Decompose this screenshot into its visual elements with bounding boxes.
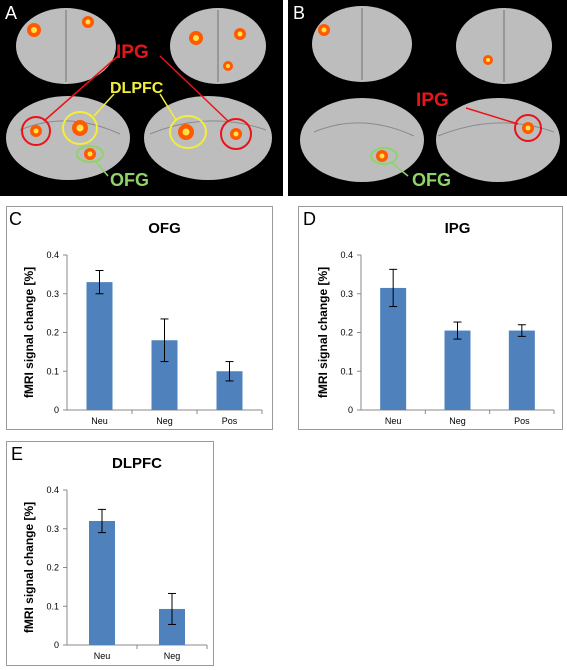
chart-c-svg: OFG fMRI signal change [%] 0 0.1 0.2 0.3 0.4 Ne… (22, 220, 263, 426)
x-tick-label: Neu (385, 416, 402, 426)
y-tick-label: 0 (54, 405, 59, 415)
y-tick-label: 0.2 (340, 328, 353, 338)
ipg-circle-left (21, 116, 51, 146)
y-tick-label: 0.1 (46, 366, 59, 376)
ipg-connector-right (159, 55, 229, 122)
ipg-label: IPG (116, 42, 149, 63)
y-axis-label: fMRI signal change [%] (316, 267, 330, 398)
y-tick-label: 0.4 (46, 250, 59, 260)
x-tick-label: Neg (164, 651, 181, 661)
ipg-circle-right (220, 118, 252, 150)
y-tick-label: 0.2 (46, 328, 59, 338)
chart-c-container: C OFG fMRI signal change [%] 0 0.1 0.2 0.3 0.4… (6, 206, 273, 430)
ofg-label: OFG (412, 170, 451, 190)
panel-a-letter: A (5, 3, 18, 23)
ofg-circle-left (76, 145, 104, 163)
chart-title: DLPFC (112, 455, 162, 472)
y-tick-label: 0.4 (46, 485, 59, 495)
x-tick-label: Neg (156, 416, 173, 426)
y-axis-label: fMRI signal change [%] (22, 502, 36, 633)
activation-blobs (27, 16, 246, 160)
chart-d-container: D IPG fMRI signal change [%] 0 0.1 0.2 0.3 0.4… (298, 206, 563, 430)
chart-e-letter: E (11, 444, 24, 464)
y-tick-label: 0.2 (46, 563, 59, 573)
y-tick-label: 0.3 (46, 524, 59, 534)
chart-e-svg: DLPFC fMRI signal change [%] 0 0.1 0.2 0.3 0.4… (22, 455, 208, 661)
y-tick-label: 0 (54, 640, 59, 650)
chart-title: IPG (445, 220, 471, 237)
panel-b-letter: B (293, 3, 306, 23)
x-tick-label: Neg (449, 416, 466, 426)
x-tick-label: Pos (222, 416, 238, 426)
bar (444, 330, 471, 410)
chart-title: OFG (148, 220, 181, 237)
chart-d-svg: IPG fMRI signal change [%] 0 0.1 0.2 0.3 0.4 Ne… (316, 220, 555, 426)
brain-lateral-right (436, 98, 560, 182)
panel-b-brain-renderings (300, 6, 560, 182)
ofg-connector (95, 161, 109, 177)
ofg-circle (370, 147, 398, 165)
x-tick-label: Neu (94, 651, 111, 661)
dlpfc-connector-right (159, 93, 177, 121)
y-tick-label: 0.3 (46, 289, 59, 299)
panel-a-brain-renderings (6, 8, 272, 180)
y-tick-label: 0.1 (340, 366, 353, 376)
y-axis-label: fMRI signal change [%] (22, 267, 36, 398)
ofg-connector (391, 162, 409, 177)
chart-c-letter: C (9, 209, 22, 229)
ofg-label: OFG (110, 170, 149, 190)
x-tick-label: Neu (91, 416, 108, 426)
y-tick-label: 0 (348, 405, 353, 415)
panel-a-brain-image: A (0, 0, 283, 196)
dlpfc-label: DLPFC (110, 80, 164, 97)
bar (380, 287, 407, 410)
dlpfc-circle-right (169, 115, 207, 149)
bar (508, 330, 535, 410)
brain-lateral-right (144, 96, 272, 180)
brain-lateral-left (300, 98, 424, 182)
ipg-label: IPG (416, 90, 449, 111)
ipg-circle (514, 114, 542, 142)
y-tick-label: 0.3 (340, 289, 353, 299)
bar (86, 282, 113, 410)
chart-e-container: E DLPFC fMRI signal change [%] 0 0.1 0.2 0.3 0… (6, 441, 214, 666)
y-tick-label: 0.4 (340, 250, 353, 260)
ipg-connector-left (43, 55, 119, 122)
y-tick-label: 0.1 (46, 601, 59, 611)
activation-blobs (318, 24, 534, 162)
x-tick-label: Pos (514, 416, 530, 426)
chart-d-letter: D (303, 209, 316, 229)
dlpfc-connector-left (93, 93, 115, 117)
dlpfc-circle-left (62, 111, 98, 145)
ipg-connector (465, 107, 519, 125)
bar (89, 521, 115, 645)
panel-b-brain-image: B IPG OFG (288, 0, 567, 196)
